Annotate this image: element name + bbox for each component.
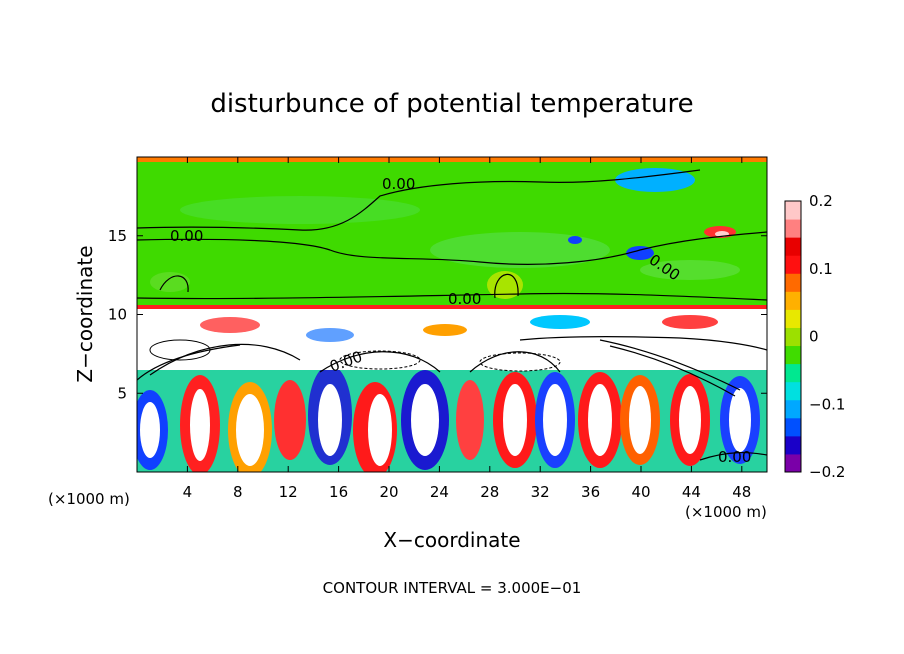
colorbar-tick-label: −0.2 bbox=[809, 463, 845, 481]
y-tick-label: 5 bbox=[117, 384, 127, 402]
contour-line bbox=[137, 344, 241, 381]
field-patch bbox=[236, 394, 264, 466]
colorbar-frame bbox=[784, 200, 802, 473]
field-patch bbox=[543, 384, 567, 456]
field-patch bbox=[626, 246, 654, 260]
lower-patches bbox=[137, 305, 767, 472]
field-patch bbox=[411, 384, 439, 456]
colorbar-swatch bbox=[785, 327, 801, 347]
field-patch bbox=[339, 350, 421, 370]
y-axis: 5 10 15 bbox=[108, 227, 767, 402]
colorbar-swatch bbox=[785, 435, 801, 455]
contour-line bbox=[137, 169, 701, 231]
chart-title: disturbunce of potential temperature bbox=[210, 89, 693, 119]
x-unit-left: (×1000 m) bbox=[48, 490, 130, 508]
field-patch bbox=[274, 380, 306, 460]
contour-line bbox=[319, 351, 441, 373]
x-tick-label: 44 bbox=[682, 483, 701, 501]
contour-line bbox=[609, 345, 736, 397]
colorbar: 0.2 0.1 0 −0.1 −0.2 bbox=[784, 192, 845, 481]
x-tick-label: 20 bbox=[379, 483, 398, 501]
x-tick-label: 32 bbox=[531, 483, 550, 501]
field-patch bbox=[640, 260, 740, 280]
colorbar-swatch bbox=[785, 309, 801, 328]
contour-line bbox=[159, 275, 189, 293]
colorbar-swatch bbox=[785, 237, 801, 256]
colorbar-swatch bbox=[785, 273, 801, 292]
x-tick-label: 4 bbox=[183, 483, 193, 501]
contour-line bbox=[137, 292, 767, 301]
field-patch bbox=[629, 386, 651, 454]
field-patch bbox=[150, 272, 190, 292]
field-patch bbox=[729, 388, 751, 452]
x-unit-right: (×1000 m) bbox=[685, 503, 767, 521]
x-tick-label: 28 bbox=[480, 483, 499, 501]
colorbar-tick-label: −0.1 bbox=[809, 395, 845, 413]
field-patch bbox=[180, 196, 420, 224]
x-tick-label: 12 bbox=[279, 483, 298, 501]
field-patch bbox=[679, 386, 701, 454]
field-patch bbox=[662, 315, 718, 329]
contour-label: 0.00 bbox=[382, 175, 415, 193]
colorbar-swatch bbox=[785, 417, 801, 437]
x-axis-label: X−coordinate bbox=[383, 528, 520, 552]
field-patch bbox=[615, 168, 695, 192]
x-axis: 4 8 12 16 20 24 28 32 36 40 44 48 bbox=[183, 157, 751, 501]
field-patch bbox=[368, 394, 392, 466]
colorbar-tick-label: 0.1 bbox=[809, 260, 833, 278]
y-axis-label: Z−coordinate bbox=[73, 245, 97, 382]
interface-band bbox=[137, 305, 767, 309]
contour-line bbox=[519, 336, 767, 351]
y-tick-label: 10 bbox=[108, 306, 127, 324]
x-tick-label: 40 bbox=[631, 483, 650, 501]
colorbar-tick-label: 0 bbox=[809, 328, 819, 346]
contour-label: 0.00 bbox=[170, 227, 203, 245]
y-tick-label: 15 bbox=[108, 227, 127, 245]
colorbar-swatch bbox=[785, 255, 801, 274]
colorbar-tick-label: 0.2 bbox=[809, 192, 833, 210]
colorbar-swatch bbox=[785, 399, 801, 419]
field-patch bbox=[190, 389, 210, 461]
field-patch bbox=[456, 380, 484, 460]
contour-line bbox=[494, 273, 519, 299]
upper-patches bbox=[150, 168, 740, 299]
top-edge-band bbox=[137, 157, 767, 162]
x-tick-label: 8 bbox=[233, 483, 243, 501]
field-patch bbox=[140, 402, 160, 458]
x-tick-label: 24 bbox=[430, 483, 449, 501]
colorbar-swatch bbox=[785, 363, 801, 383]
field-patch bbox=[423, 324, 467, 336]
contour-interval-note: CONTOUR INTERVAL = 3.000E−01 bbox=[323, 579, 582, 597]
field-patch bbox=[430, 232, 610, 268]
colorbar-swatch bbox=[785, 345, 801, 365]
x-tick-label: 16 bbox=[329, 483, 348, 501]
field-patch bbox=[306, 328, 354, 342]
field-patch bbox=[318, 384, 342, 456]
plot-area bbox=[137, 157, 767, 472]
colorbar-swatch bbox=[785, 381, 801, 401]
contour-label: 0.00 bbox=[718, 448, 751, 466]
contour-line bbox=[699, 451, 767, 461]
field-patch bbox=[568, 236, 582, 244]
contour-line bbox=[469, 351, 561, 373]
field-patch bbox=[530, 315, 590, 329]
x-tick-label: 48 bbox=[732, 483, 751, 501]
colorbar-swatch bbox=[785, 201, 801, 220]
contour-line bbox=[149, 343, 301, 376]
field-patch bbox=[588, 384, 612, 456]
contour-label: 0.00 bbox=[448, 290, 481, 308]
field-patch bbox=[503, 384, 527, 456]
field-patch bbox=[479, 352, 561, 372]
colorbar-swatch bbox=[785, 291, 801, 310]
contour-line bbox=[137, 231, 767, 265]
contour-lines bbox=[137, 169, 767, 461]
field-patch bbox=[200, 317, 260, 333]
x-tick-label: 36 bbox=[581, 483, 600, 501]
colorbar-swatch bbox=[785, 219, 801, 238]
contour-line bbox=[599, 339, 741, 391]
colorbar-swatch bbox=[785, 453, 801, 473]
